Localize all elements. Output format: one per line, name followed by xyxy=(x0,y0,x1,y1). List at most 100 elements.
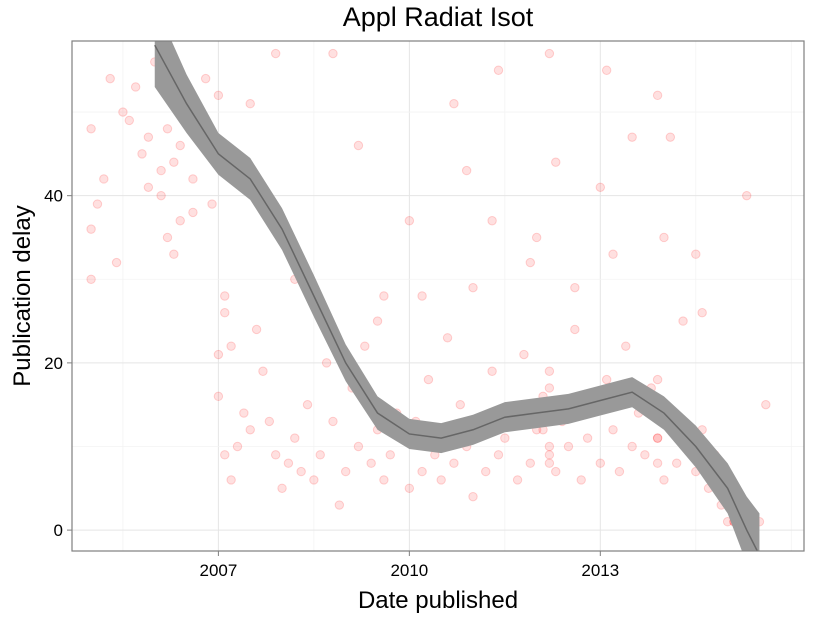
x-axis-ticks: 2007 2010 2013 xyxy=(199,551,619,580)
data-point xyxy=(270,450,281,460)
data-point xyxy=(551,466,561,477)
data-point xyxy=(487,216,497,226)
data-point xyxy=(442,333,453,343)
data-point xyxy=(461,165,472,176)
x-tick-label: 2013 xyxy=(581,561,619,580)
data-point xyxy=(563,441,574,452)
x-axis-title: Date published xyxy=(358,587,518,614)
data-point xyxy=(321,358,332,368)
data-point xyxy=(519,349,529,360)
data-point xyxy=(239,408,249,418)
data-point xyxy=(328,416,338,427)
data-point xyxy=(570,324,580,335)
data-point xyxy=(404,216,415,226)
data-point xyxy=(156,165,166,176)
data-point xyxy=(525,458,535,468)
data-point xyxy=(640,450,650,460)
data-point xyxy=(627,441,637,452)
data-point xyxy=(118,107,128,117)
data-point xyxy=(232,441,243,452)
y-axis-title: Publication delay xyxy=(9,205,36,386)
data-point xyxy=(341,466,351,477)
data-point xyxy=(226,341,236,351)
data-point xyxy=(130,82,141,92)
data-point xyxy=(245,425,255,435)
data-point xyxy=(92,199,103,209)
data-point xyxy=(360,341,370,351)
data-point xyxy=(264,416,275,427)
data-point xyxy=(99,174,109,184)
data-point xyxy=(270,48,281,59)
data-point xyxy=(277,483,287,493)
data-point xyxy=(213,90,224,101)
data-point xyxy=(468,282,478,293)
data-point xyxy=(551,157,561,167)
data-point xyxy=(627,132,637,142)
data-point xyxy=(544,441,555,452)
data-point xyxy=(449,99,459,109)
data-point xyxy=(423,374,434,385)
data-point xyxy=(608,249,618,259)
x-tick-label: 2007 xyxy=(199,561,237,580)
data-point xyxy=(493,450,504,460)
data-point xyxy=(652,458,663,468)
x-tick-label: 2010 xyxy=(390,561,428,580)
data-point xyxy=(525,257,535,268)
data-point xyxy=(601,374,612,385)
data-point xyxy=(652,90,663,101)
data-point xyxy=(608,425,618,435)
data-point xyxy=(595,182,606,193)
data-point xyxy=(143,132,154,142)
data-point xyxy=(436,475,446,485)
data-point xyxy=(220,308,230,318)
data-point xyxy=(290,433,300,443)
data-point xyxy=(659,475,669,485)
data-point xyxy=(742,190,752,201)
data-point xyxy=(512,475,523,485)
data-point xyxy=(175,216,185,226)
data-point xyxy=(220,291,230,301)
data-point xyxy=(372,316,383,326)
data-point xyxy=(570,282,580,293)
data-point xyxy=(200,73,211,84)
data-point xyxy=(220,450,230,460)
y-axis-ticks: 0 20 40 xyxy=(44,187,72,540)
data-point xyxy=(468,491,478,502)
trend-line xyxy=(154,44,759,551)
y-tick-label: 20 xyxy=(44,354,63,373)
data-point xyxy=(500,433,510,443)
data-point xyxy=(481,466,491,477)
data-point xyxy=(582,433,593,443)
data-point xyxy=(652,433,663,443)
data-point xyxy=(576,475,586,485)
data-point xyxy=(379,291,389,301)
plot-border xyxy=(71,40,805,552)
data-point xyxy=(143,182,154,193)
data-point xyxy=(156,190,166,201)
data-point xyxy=(601,65,612,75)
data-point xyxy=(385,450,395,460)
data-point xyxy=(449,458,459,468)
data-point xyxy=(162,124,173,134)
data-point xyxy=(169,157,179,167)
data-point xyxy=(213,391,224,402)
data-point xyxy=(105,73,115,84)
data-point xyxy=(86,124,96,134)
data-point xyxy=(761,399,771,410)
data-point xyxy=(124,115,134,126)
data-point xyxy=(455,399,465,410)
data-point xyxy=(86,274,96,284)
data-point xyxy=(652,374,663,385)
data-point xyxy=(487,366,497,376)
data-point xyxy=(544,450,555,460)
data-points xyxy=(86,48,771,527)
data-point xyxy=(334,500,345,510)
data-point xyxy=(691,249,701,259)
data-point xyxy=(544,366,555,376)
data-point xyxy=(544,48,555,59)
data-point xyxy=(665,132,676,142)
data-point xyxy=(328,48,338,59)
data-point xyxy=(245,99,255,109)
data-point xyxy=(309,475,319,485)
data-point xyxy=(659,232,669,243)
